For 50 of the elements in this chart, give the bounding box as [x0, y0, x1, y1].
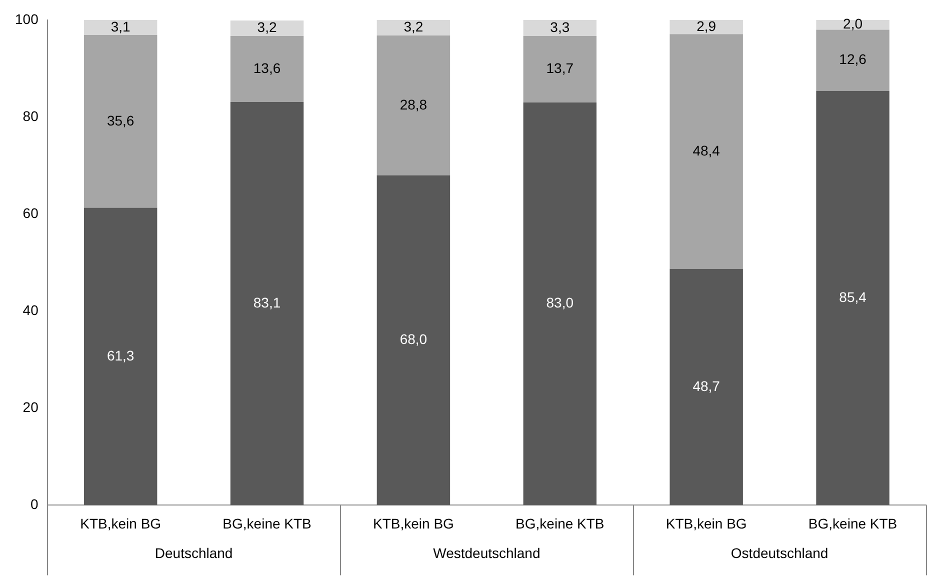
- data-label: 13,6: [253, 60, 281, 76]
- bar: [670, 268, 743, 506]
- y-tick-label: 40: [22, 302, 39, 318]
- data-label: 3,3: [550, 18, 570, 35]
- text: Ostdeutschland: [730, 545, 828, 562]
- data-label: 83,1: [253, 294, 281, 310]
- data-label: 68,0: [400, 331, 428, 348]
- data-label: 3,1: [110, 18, 131, 34]
- bar: [84, 208, 158, 506]
- y-tick-label: 80: [22, 108, 39, 124]
- bar: [523, 36, 597, 102]
- bar: [84, 35, 158, 208]
- data-label: 35,6: [106, 112, 134, 128]
- data-label: 48,4: [692, 142, 720, 158]
- bar: [230, 20, 304, 36]
- y-tick-label: 60: [22, 204, 39, 221]
- data-label: 3,2: [257, 19, 277, 36]
- bar: [816, 30, 890, 91]
- x-tick-label: BG,keine KTB: [222, 515, 312, 532]
- x-tick-label: BG,keine KTB: [808, 515, 898, 532]
- bar: [523, 20, 597, 36]
- x-tick-label: KTB,kein BG: [80, 515, 162, 532]
- bar: [670, 20, 743, 34]
- x-tick-label: KTB,kein BG: [666, 515, 747, 532]
- bar: [84, 20, 158, 36]
- data-label: 61,3: [106, 347, 134, 364]
- bar: [376, 175, 450, 506]
- x-tick-label: BG,keine KTB: [516, 515, 604, 532]
- bar: [523, 102, 597, 506]
- bar: [376, 36, 450, 176]
- bar: [376, 20, 450, 36]
- y-tick-label: 100: [15, 10, 39, 27]
- text: Westdeutschland: [433, 545, 540, 562]
- data-label: 83,0: [546, 294, 574, 311]
- bar: [230, 36, 304, 102]
- data-label: 3,2: [404, 18, 424, 35]
- data-label: 85,4: [839, 288, 867, 305]
- data-label: 2,9: [696, 18, 716, 34]
- text: Deutschland: [154, 545, 233, 562]
- x-tick-label: KTB,kein BG: [373, 515, 454, 532]
- bar: [816, 90, 890, 506]
- bar: [670, 34, 743, 269]
- y-tick-label: 20: [22, 399, 39, 416]
- data-label: 13,7: [546, 60, 574, 76]
- data-label: 28,8: [400, 96, 428, 112]
- bar: [230, 102, 304, 506]
- y-tick-label: 0: [30, 496, 39, 512]
- data-label: 2,0: [843, 16, 863, 32]
- data-label: 48,7: [692, 378, 720, 394]
- data-label: 12,6: [839, 51, 867, 68]
